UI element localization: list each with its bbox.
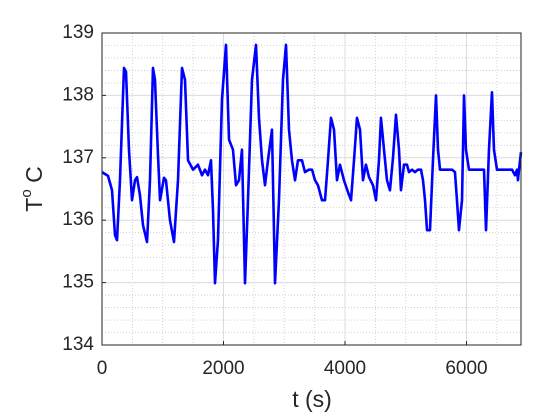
y-tick-label: 138 bbox=[62, 84, 94, 105]
y-tick-label: 137 bbox=[62, 147, 94, 168]
y-tick-label: 136 bbox=[62, 209, 94, 230]
y-label-sup: o bbox=[18, 189, 35, 197]
plot-area bbox=[102, 33, 521, 345]
x-tick-label: 0 bbox=[97, 358, 108, 379]
x-tick-label: 2000 bbox=[202, 358, 244, 379]
x-tick-label: 6000 bbox=[445, 358, 487, 379]
x-axis-label: t (s) bbox=[292, 386, 332, 412]
y-label-rest: C bbox=[21, 166, 47, 189]
y-label-base: T bbox=[21, 198, 47, 212]
data-line bbox=[101, 43, 523, 285]
axes-box bbox=[101, 32, 522, 346]
y-axis-label: To C bbox=[18, 166, 47, 211]
y-tick-label: 134 bbox=[62, 334, 94, 355]
y-tick-label: 139 bbox=[62, 22, 94, 43]
y-tick-label: 135 bbox=[62, 272, 94, 293]
x-tick-label: 4000 bbox=[324, 358, 366, 379]
